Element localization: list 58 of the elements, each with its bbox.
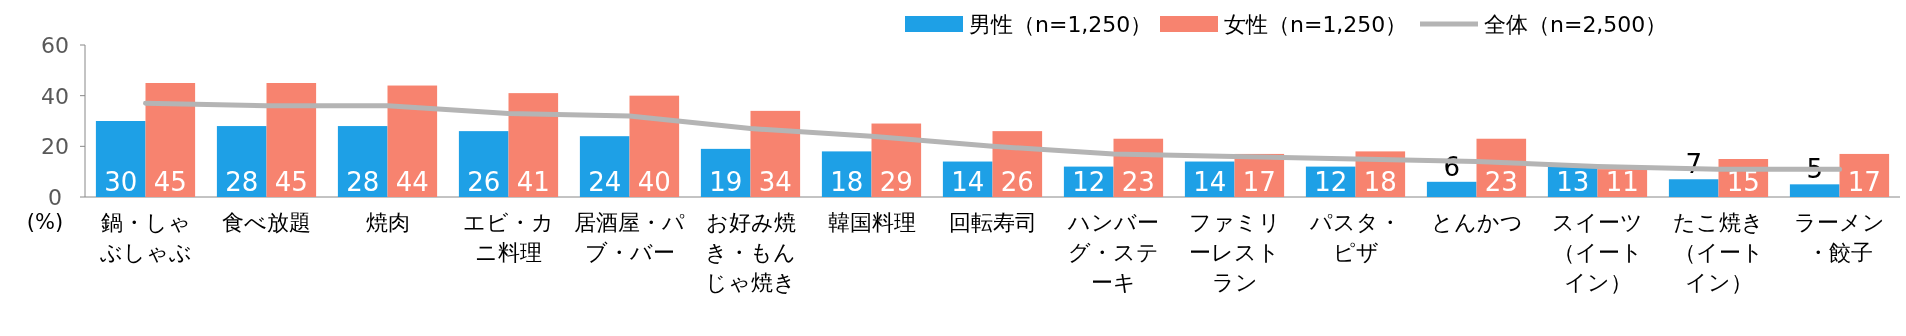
bar xyxy=(1789,184,1840,197)
x-tick-label: エビ・カニ料理 xyxy=(463,210,554,265)
data-label: 24 xyxy=(588,167,622,197)
data-label: 19 xyxy=(709,167,743,197)
x-tick-label: ラーメン・餃子 xyxy=(1794,210,1885,265)
data-label: 14 xyxy=(951,167,985,197)
data-label: 14 xyxy=(1193,167,1227,197)
y-tick-label: 0 xyxy=(48,185,62,210)
data-label: 29 xyxy=(879,167,913,197)
data-label: 18 xyxy=(1363,167,1397,197)
x-tick-label: たこ焼き（イートイン） xyxy=(1673,210,1764,295)
data-label: 40 xyxy=(637,167,671,197)
y-axis-title: (%) xyxy=(26,210,64,234)
data-label: 13 xyxy=(1556,167,1590,197)
x-tick-label: 食べ放題 xyxy=(222,210,311,235)
y-tick-label: 40 xyxy=(41,83,69,109)
bar xyxy=(1668,179,1719,197)
bar xyxy=(579,136,630,197)
data-label: 44 xyxy=(395,167,429,197)
legend-label: 女性（n=1,250） xyxy=(1224,12,1408,37)
bar xyxy=(95,121,146,197)
x-tick-label: 居酒屋・パブ・バー xyxy=(574,210,685,265)
x-tick-label: スイーツ（イートイン） xyxy=(1552,210,1643,295)
bar xyxy=(337,126,388,197)
data-label: 12 xyxy=(1072,167,1106,197)
bar xyxy=(458,131,509,197)
data-label: 28 xyxy=(346,167,380,197)
data-label: 15 xyxy=(1726,167,1760,197)
y-tick-label: 20 xyxy=(41,134,69,160)
bar xyxy=(216,126,267,197)
data-label: 41 xyxy=(516,167,550,197)
data-label: 26 xyxy=(1000,167,1034,197)
x-tick-label: お好み焼き・もんじゃ焼き xyxy=(705,210,796,295)
data-label: 34 xyxy=(758,167,792,197)
legend-label: 男性（n=1,250） xyxy=(969,12,1153,37)
data-label: 30 xyxy=(104,167,138,197)
x-tick-label: 回転寿司 xyxy=(948,210,1037,235)
legend-label: 全体（n=2,500） xyxy=(1484,12,1668,37)
data-label: 17 xyxy=(1847,167,1881,197)
x-tick-label: とんかつ xyxy=(1430,210,1523,235)
x-tick-label: 韓国料理 xyxy=(827,210,916,235)
data-label: 18 xyxy=(830,167,864,197)
data-label: 28 xyxy=(225,167,259,197)
data-label: 23 xyxy=(1484,167,1518,197)
data-label: 12 xyxy=(1314,167,1348,197)
x-tick-label: 鍋・しゃぶしゃぶ xyxy=(99,210,192,265)
x-tick-label: ファミリーレストラン xyxy=(1188,210,1281,295)
data-label: 45 xyxy=(153,167,187,197)
y-tick-label: 60 xyxy=(41,33,69,58)
data-label: 45 xyxy=(274,167,308,197)
x-tick-label: 焼肉 xyxy=(365,210,410,235)
data-label: 26 xyxy=(467,167,501,197)
bar xyxy=(1426,181,1477,197)
data-label: 17 xyxy=(1242,167,1276,197)
x-tick-label: パスタ・ピザ xyxy=(1309,210,1401,265)
data-label: 11 xyxy=(1605,167,1639,197)
x-tick-label: ハンバーグ・ステーキ xyxy=(1067,210,1159,295)
data-label: 23 xyxy=(1121,167,1155,197)
